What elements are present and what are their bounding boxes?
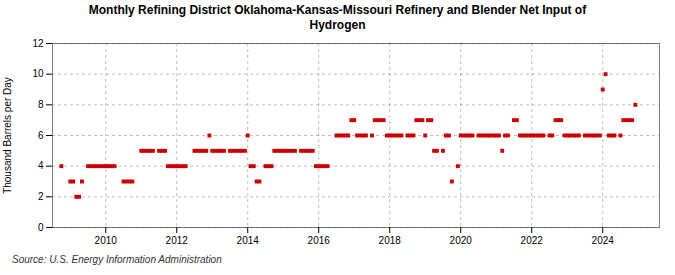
svg-text:2012: 2012 bbox=[166, 235, 189, 246]
svg-text:4: 4 bbox=[38, 160, 44, 171]
svg-text:2010: 2010 bbox=[95, 235, 118, 246]
svg-text:Thousand Barrels per Day: Thousand Barrels per Day bbox=[2, 77, 13, 194]
svg-text:2016: 2016 bbox=[308, 235, 331, 246]
svg-text:6: 6 bbox=[38, 130, 44, 141]
svg-text:2024: 2024 bbox=[592, 235, 615, 246]
svg-text:10: 10 bbox=[32, 68, 44, 79]
svg-text:0: 0 bbox=[38, 222, 44, 233]
svg-text:2018: 2018 bbox=[379, 235, 402, 246]
svg-text:2014: 2014 bbox=[237, 235, 260, 246]
html-text:Monthly Refining District Okla: Monthly Refining District Oklahoma-Kansa… bbox=[88, 3, 587, 32]
svg-text:12: 12 bbox=[32, 38, 44, 49]
html-text:Source: U.S. Energy Informatio: Source: U.S. Energy Information Administ… bbox=[12, 254, 222, 265]
svg-text:2022: 2022 bbox=[521, 235, 544, 246]
svg-text:2020: 2020 bbox=[450, 235, 473, 246]
svg-text:2: 2 bbox=[38, 191, 44, 202]
svg-text:8: 8 bbox=[38, 99, 44, 110]
